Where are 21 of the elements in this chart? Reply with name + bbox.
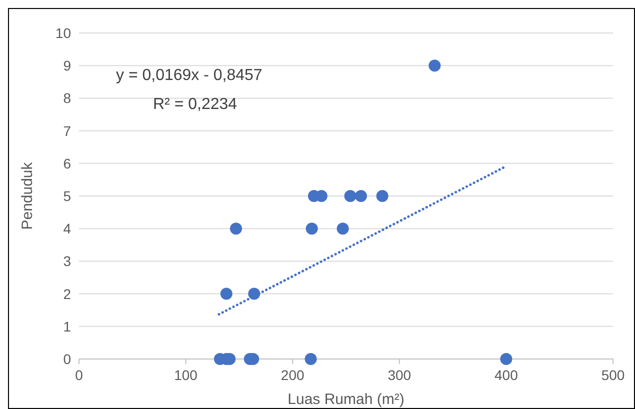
- y-tick-label: 7: [63, 122, 72, 139]
- y-tick-label: 4: [63, 220, 72, 237]
- x-tick-label: 500: [601, 367, 625, 383]
- x-tick-label: 0: [75, 367, 84, 383]
- y-tick-label: 5: [63, 188, 72, 204]
- y-tick-label: 10: [55, 25, 72, 41]
- x-axis-title: Luas Rumah (m²): [288, 391, 404, 408]
- x-tick-label: 300: [388, 367, 412, 383]
- annotation: R² = 0,2234: [153, 96, 238, 113]
- y-tick-label: 6: [63, 155, 72, 172]
- y-axis-title: Penduduk: [19, 162, 36, 230]
- x-tick-label: 100: [174, 367, 198, 383]
- x-tick-label: 200: [280, 367, 304, 383]
- y-tick-label: 3: [63, 253, 72, 270]
- annotation: y = 0,0169x - 0,8457: [116, 67, 262, 84]
- y-tick-label: 8: [63, 90, 72, 106]
- y-tick-label: 2: [63, 286, 72, 302]
- y-tick-label: 0: [63, 351, 72, 367]
- y-tick-label: 9: [63, 58, 72, 74]
- x-tick-label: 400: [494, 367, 518, 383]
- y-tick-label: 1: [63, 318, 72, 334]
